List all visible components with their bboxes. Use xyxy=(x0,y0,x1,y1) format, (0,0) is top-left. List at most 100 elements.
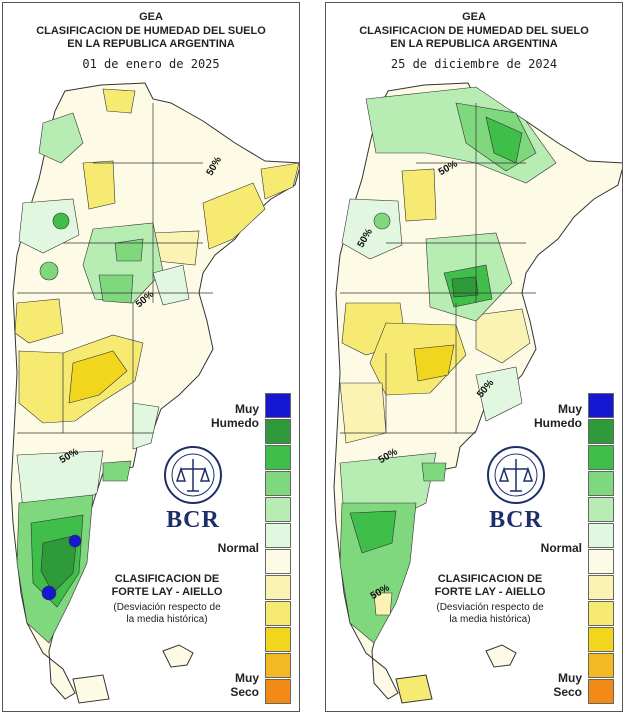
tierra-del-fuego xyxy=(72,674,110,704)
classification-title: CLASIFICACION DE FORTE LAY - AIELLO xyxy=(103,573,231,599)
dry-zone xyxy=(339,382,387,444)
legend-swatch xyxy=(588,523,614,548)
dry-zone xyxy=(82,160,116,210)
dry-zone xyxy=(68,350,128,404)
wet-zone xyxy=(349,510,397,554)
wet-zone xyxy=(421,462,447,482)
dry-zone xyxy=(475,308,531,364)
legend-swatch xyxy=(265,393,291,418)
classification-subtitle-line2: la media histórica) xyxy=(449,614,531,625)
wet-zone xyxy=(341,198,403,260)
legend-dry-label: Muy Seco xyxy=(516,671,582,699)
map-date: 25 de diciembre de 2024 xyxy=(390,57,558,71)
soil-moisture-map: 50% 50% 50% 50% 50% xyxy=(333,82,622,704)
legend-dry-word1: Muy xyxy=(235,671,259,685)
legend-swatch xyxy=(265,575,291,600)
legend-swatch xyxy=(265,497,291,522)
legend-dry-word1: Muy xyxy=(558,671,582,685)
legend-swatch xyxy=(265,445,291,470)
header-title: GEA xyxy=(462,11,486,23)
classification-subtitle: (Desviación respecto de la media históri… xyxy=(426,602,554,626)
dry-zone xyxy=(202,182,266,250)
wet-zone xyxy=(475,366,523,422)
wet-zone xyxy=(132,402,160,450)
wet-zone xyxy=(114,238,144,262)
legend-normal-label: Normal xyxy=(540,541,582,555)
legend-swatch xyxy=(265,627,291,652)
legend-swatch xyxy=(588,653,614,678)
wet-zone xyxy=(98,274,134,304)
dry-zone xyxy=(14,298,64,344)
color-legend xyxy=(588,393,614,705)
wet-zone xyxy=(18,198,80,254)
legend-normal-label: Normal xyxy=(217,541,259,555)
header-subtitle-2: EN LA REPUBLICA ARGENTINA xyxy=(67,38,235,50)
legend-swatch xyxy=(588,419,614,444)
tierra-del-fuego xyxy=(395,674,433,704)
legend-swatch xyxy=(588,627,614,652)
legend-wet-word2: Humedo xyxy=(534,416,582,430)
map-panel-january: 50% 50% 50% GEA CLASIFICACION DE HUMEDAD… xyxy=(2,2,300,712)
province-boundaries xyxy=(340,103,536,434)
map-date: 01 de enero de 2025 xyxy=(82,57,220,71)
dry-zone xyxy=(102,88,136,114)
legend-dry-label: Muy Seco xyxy=(193,671,259,699)
bcr-seal-logo xyxy=(487,446,545,504)
legend-swatch xyxy=(265,549,291,574)
legend-swatch xyxy=(588,393,614,418)
map-panel-december: 50% 50% 50% 50% 50% GEA CLASIFICACION DE… xyxy=(325,2,623,712)
header-subtitle: CLASIFICACION DE HUMEDAD DEL SUELO xyxy=(359,25,589,37)
legend-swatch xyxy=(588,549,614,574)
classification-subtitle-line1: (Desviación respecto de xyxy=(436,602,544,613)
very-wet-zone xyxy=(41,585,57,601)
legend-wet-word1: Muy xyxy=(558,402,582,416)
soil-moisture-map: 50% 50% 50% xyxy=(10,82,299,704)
legend-swatch xyxy=(588,471,614,496)
legend-swatch xyxy=(588,497,614,522)
classification-title-line2: FORTE LAY - AIELLO xyxy=(434,586,546,598)
classification-title: CLASIFICACION DE FORTE LAY - AIELLO xyxy=(426,573,554,599)
very-wet-zone xyxy=(68,534,82,548)
wet-zone xyxy=(52,212,70,230)
legend-swatch xyxy=(265,653,291,678)
classification-subtitle-line2: la media histórica) xyxy=(126,614,208,625)
header-subtitle-2: EN LA REPUBLICA ARGENTINA xyxy=(390,38,558,50)
legend-swatch xyxy=(588,575,614,600)
classification-title-line1: CLASIFICACION DE xyxy=(437,573,543,585)
header-title: GEA xyxy=(139,11,163,23)
malvinas-islands xyxy=(162,644,194,668)
legend-swatch xyxy=(265,471,291,496)
legend-dry-word2: Seco xyxy=(230,685,259,699)
classification-title-line1: CLASIFICACION DE xyxy=(114,573,220,585)
bcr-seal-logo xyxy=(164,446,222,504)
legend-swatch xyxy=(588,445,614,470)
province-boundaries xyxy=(17,103,213,434)
wet-zone xyxy=(152,264,190,306)
dry-zone xyxy=(413,344,455,382)
dry-zone xyxy=(401,168,437,222)
header-subtitle: CLASIFICACION DE HUMEDAD DEL SUELO xyxy=(36,25,266,37)
legend-swatch xyxy=(265,419,291,444)
legend-swatch xyxy=(265,601,291,626)
legend-swatch xyxy=(265,679,291,704)
malvinas-islands xyxy=(485,644,517,668)
legend-dry-word2: Seco xyxy=(553,685,582,699)
legend-wet-word1: Muy xyxy=(235,402,259,416)
legend-wet-word2: Humedo xyxy=(211,416,259,430)
classification-title-line2: FORTE LAY - AIELLO xyxy=(111,586,223,598)
dry-zone xyxy=(373,592,393,616)
legend-wet-label: Muy Humedo xyxy=(516,402,582,430)
wet-zone xyxy=(38,112,84,164)
wet-zone xyxy=(373,212,391,230)
dry-zone xyxy=(260,162,299,200)
legend-swatch xyxy=(588,601,614,626)
wet-zone xyxy=(451,276,479,298)
legend-swatch xyxy=(265,523,291,548)
bcr-wordmark: BCR xyxy=(489,507,543,533)
legend-swatch xyxy=(588,679,614,704)
wet-zone xyxy=(39,261,59,281)
classification-subtitle: (Desviación respecto de la media históri… xyxy=(103,602,231,626)
color-legend xyxy=(265,393,291,705)
legend-wet-label: Muy Humedo xyxy=(193,402,259,430)
classification-subtitle-line1: (Desviación respecto de xyxy=(113,602,221,613)
